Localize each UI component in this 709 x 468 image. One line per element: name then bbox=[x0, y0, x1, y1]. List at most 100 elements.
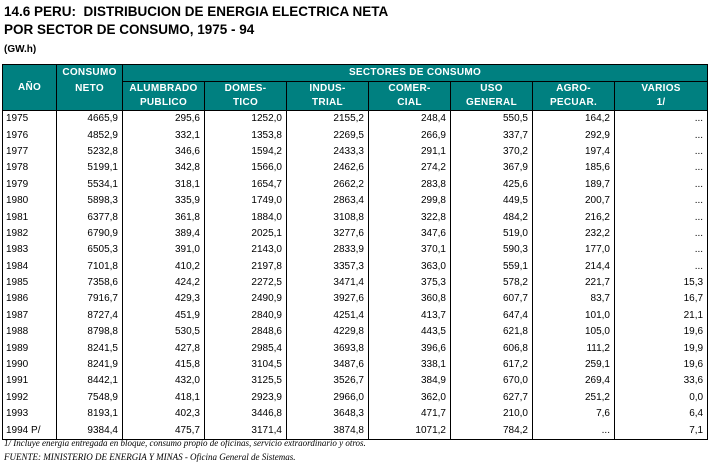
table-row: 1983 6505,3 391,0 2143,0 2833,9 370,1 590,3 177… bbox=[2, 242, 709, 259]
value-cell: 189,7 bbox=[532, 176, 615, 193]
value-cell: 5232,8 bbox=[56, 143, 123, 161]
value-cell: 4251,4 bbox=[286, 307, 369, 325]
header-sectores: SECTORES DE CONSUMO bbox=[121, 64, 709, 82]
table-row: 1975 4665,9 295,6 1252,0 2155,2 248,4 550,5 164… bbox=[2, 110, 709, 128]
value-cell: 8193,1 bbox=[56, 406, 123, 423]
value-cell: 3487,6 bbox=[286, 356, 369, 374]
value-cell: 429,3 bbox=[122, 291, 205, 308]
table-row: 1982 6790,9 389,4 2025,1 3277,6 347,6 519,0 232… bbox=[2, 225, 709, 243]
value-cell: 111,2 bbox=[532, 340, 615, 357]
value-cell: 101,0 bbox=[532, 307, 615, 325]
value-cell: 1594,2 bbox=[204, 143, 287, 161]
value-cell: 266,9 bbox=[368, 127, 451, 144]
value-cell: 475,7 bbox=[122, 422, 205, 440]
value-cell: 3927,6 bbox=[286, 291, 369, 308]
year-cell: 1991 bbox=[2, 373, 57, 390]
table-title-line1: 14.6 PERU: DISTRIBUCION DE ENERGIA ELECT… bbox=[4, 4, 389, 19]
value-cell: 3471,4 bbox=[286, 274, 369, 292]
value-cell: 33,6 bbox=[613, 373, 709, 390]
value-cell: ... bbox=[613, 192, 709, 210]
value-cell: 550,5 bbox=[450, 110, 533, 128]
header-agro-2: PECUAR. bbox=[532, 96, 615, 111]
year-cell: 1975 bbox=[2, 110, 57, 128]
value-cell: ... bbox=[613, 258, 709, 275]
value-cell: 83,7 bbox=[532, 291, 615, 308]
header-domestico-1: DOMES- bbox=[204, 81, 287, 96]
value-cell: 415,8 bbox=[122, 356, 205, 374]
value-cell: 391,0 bbox=[122, 242, 205, 259]
header-comercial-1: COMER- bbox=[368, 81, 451, 96]
table-header: AÑO CONSUMO SECTORES DE CONSUMO NETO ALU… bbox=[2, 64, 709, 111]
value-cell: 4229,8 bbox=[286, 324, 369, 341]
value-cell: 214,4 bbox=[532, 258, 615, 275]
year-cell: 1992 bbox=[2, 389, 57, 407]
value-cell: 6505,3 bbox=[56, 242, 123, 259]
value-cell: 2269,5 bbox=[286, 127, 369, 144]
table-row: 1981 6377,8 361,8 1884,0 3108,8 322,8 484,2 216… bbox=[2, 209, 709, 226]
value-cell: 19,6 bbox=[613, 324, 709, 341]
value-cell: 8241,5 bbox=[56, 340, 123, 357]
value-cell: 578,2 bbox=[450, 274, 533, 292]
value-cell: 197,4 bbox=[532, 143, 615, 161]
value-cell: ... bbox=[613, 176, 709, 193]
table-row: 1977 5232,8 346,6 1594,2 2433,3 291,1 370,2 197… bbox=[2, 143, 709, 161]
value-cell: 335,9 bbox=[122, 192, 205, 210]
header-uso-1: USO bbox=[450, 81, 533, 96]
header-domestico-2: TICO bbox=[204, 96, 287, 111]
value-cell: ... bbox=[613, 225, 709, 243]
value-cell: 2662,2 bbox=[286, 176, 369, 193]
table-row: 1994 P/9384,4 475,7 3171,4 3874,8 1071,2 784,… bbox=[2, 422, 709, 440]
value-cell: 647,4 bbox=[450, 307, 533, 325]
value-cell: 363,0 bbox=[368, 258, 451, 275]
value-cell: 322,8 bbox=[368, 209, 451, 226]
value-cell: 221,7 bbox=[532, 274, 615, 292]
value-cell: 590,3 bbox=[450, 242, 533, 259]
value-cell: 1353,8 bbox=[204, 127, 287, 144]
value-cell: 3108,8 bbox=[286, 209, 369, 226]
value-cell: 8241,9 bbox=[56, 356, 123, 374]
value-cell: 342,8 bbox=[122, 160, 205, 177]
value-cell: 1252,0 bbox=[204, 110, 287, 128]
year-cell: 1983 bbox=[2, 242, 57, 259]
value-cell: 2155,2 bbox=[286, 110, 369, 128]
value-cell: 3171,4 bbox=[204, 422, 287, 440]
value-cell: 4852,9 bbox=[56, 127, 123, 144]
value-cell: 19,9 bbox=[613, 340, 709, 357]
value-cell: 318,1 bbox=[122, 176, 205, 193]
value-cell: 5534,1 bbox=[56, 176, 123, 193]
table-row: 1988 8798,8 530,5 2848,6 4229,8 443,5 621,8 105… bbox=[2, 324, 709, 341]
value-cell: 784,2 bbox=[450, 422, 533, 440]
value-cell: 471,7 bbox=[368, 406, 451, 423]
year-cell: 1987 bbox=[2, 307, 57, 325]
value-cell: 105,0 bbox=[532, 324, 615, 341]
value-cell: 425,6 bbox=[450, 176, 533, 193]
value-cell: 2985,4 bbox=[204, 340, 287, 357]
value-cell: 6377,8 bbox=[56, 209, 123, 226]
value-cell: 1884,0 bbox=[204, 209, 287, 226]
value-cell: 346,6 bbox=[122, 143, 205, 161]
value-cell: 3526,7 bbox=[286, 373, 369, 390]
table-row: 1986 7916,7 429,3 2490,9 3927,6 360,8 607,7 83,… bbox=[2, 291, 709, 308]
value-cell: 7548,9 bbox=[56, 389, 123, 407]
value-cell: 3104,5 bbox=[204, 356, 287, 374]
value-cell: 3357,3 bbox=[286, 258, 369, 275]
value-cell: 559,1 bbox=[450, 258, 533, 275]
header-industrial-1: INDUS- bbox=[286, 81, 369, 96]
value-cell: 291,1 bbox=[368, 143, 451, 161]
year-cell: 1979 bbox=[2, 176, 57, 193]
value-cell: 7,6 bbox=[532, 406, 615, 423]
year-cell: 1986 bbox=[2, 291, 57, 308]
value-cell: 6,4 bbox=[613, 406, 709, 423]
value-cell: 621,8 bbox=[450, 324, 533, 341]
unit-label: (GW.h) bbox=[4, 44, 37, 55]
value-cell: 2840,9 bbox=[204, 307, 287, 325]
value-cell: 370,1 bbox=[368, 242, 451, 259]
year-cell: 1989 bbox=[2, 340, 57, 357]
value-cell: 5898,3 bbox=[56, 192, 123, 210]
value-cell: 427,8 bbox=[122, 340, 205, 357]
value-cell: 248,4 bbox=[368, 110, 451, 128]
energy-table: AÑO CONSUMO SECTORES DE CONSUMO NETO ALU… bbox=[2, 64, 709, 440]
value-cell: 2143,0 bbox=[204, 242, 287, 259]
year-cell: 1994 P/ bbox=[2, 422, 57, 440]
value-cell: 1749,0 bbox=[204, 192, 287, 210]
